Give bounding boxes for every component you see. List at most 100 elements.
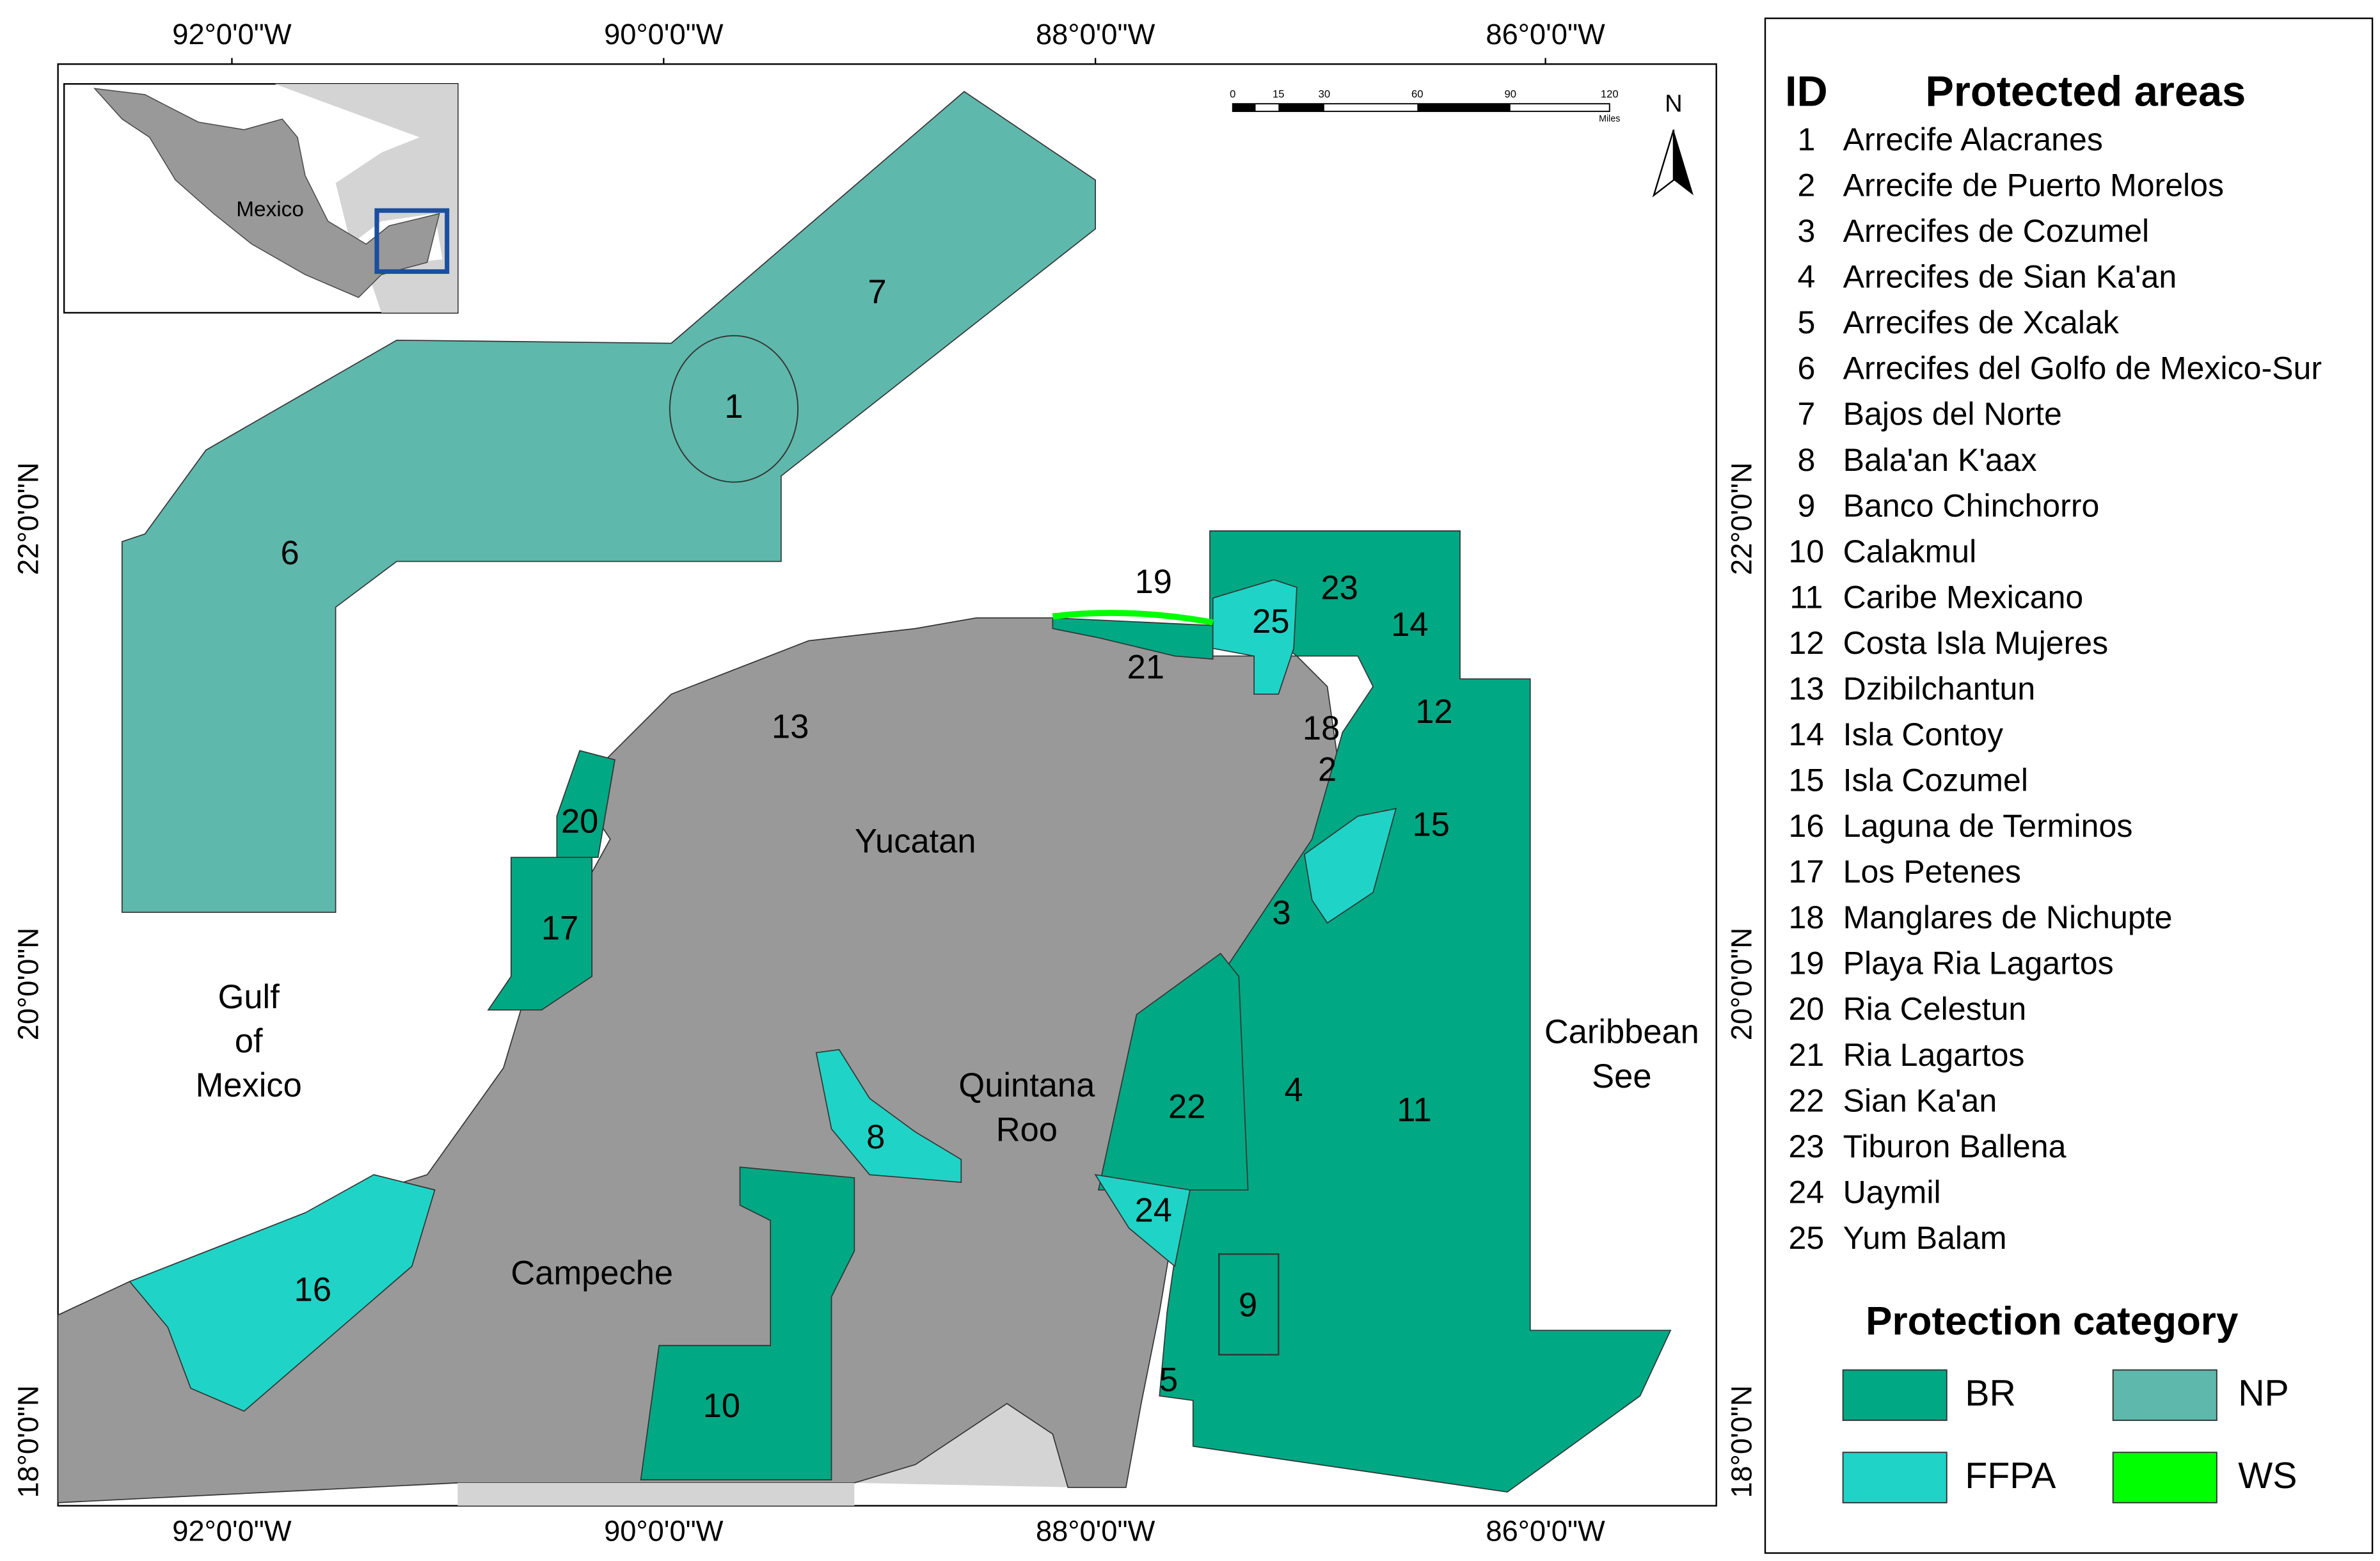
legend-name: Dzibilchantun xyxy=(1843,670,2036,706)
inset-extent-box xyxy=(374,208,450,274)
area-outline xyxy=(669,335,799,483)
br-area xyxy=(1097,953,1249,1191)
region-label: Mexico xyxy=(196,1067,302,1104)
lon-label: 92°0'0"W xyxy=(172,18,292,51)
np-area xyxy=(121,91,1096,913)
lat-label: 18°0'0"N xyxy=(12,1385,45,1498)
legend-id: 14 xyxy=(1789,717,1825,752)
neighbor-land xyxy=(457,1482,855,1506)
legend-id: 12 xyxy=(1789,625,1825,661)
legend-id: 24 xyxy=(1789,1174,1825,1210)
legend-id: 21 xyxy=(1789,1037,1825,1073)
legend-id: 5 xyxy=(1797,305,1815,340)
lon-label: 86°0'0"W xyxy=(1486,18,1605,51)
legend-id: 25 xyxy=(1789,1220,1825,1256)
ffpa-area xyxy=(1212,579,1297,695)
legend-name: Arrecifes de Sian Ka'an xyxy=(1843,259,2177,295)
legend-name: Bajos del Norte xyxy=(1843,396,2062,432)
map-shapes xyxy=(57,91,1672,1506)
lat-label: 20°0'0"N xyxy=(12,928,45,1040)
legend-id: 11 xyxy=(1789,579,1823,615)
area-label: 23 xyxy=(1321,570,1358,607)
region-label: Campeche xyxy=(511,1255,673,1292)
region-label: Quintana xyxy=(958,1067,1095,1104)
north-arrow-right xyxy=(1673,129,1694,196)
legend-id: 20 xyxy=(1789,991,1825,1027)
scale-tick-label: 60 xyxy=(1411,88,1424,100)
legend-name: Arrecifes de Cozumel xyxy=(1843,213,2150,249)
area-label: 20 xyxy=(561,804,598,841)
legend-id: 3 xyxy=(1797,213,1815,249)
legend-name: Arrecifes del Golfo de Mexico-Sur xyxy=(1843,351,2322,386)
legend-name: Manglares de Nichupte xyxy=(1843,899,2173,935)
legend-id: 19 xyxy=(1789,946,1825,981)
scale-bar-segment xyxy=(1232,104,1256,112)
area-label: 2 xyxy=(1318,752,1337,789)
ffpa-area xyxy=(815,1049,962,1184)
legend-id: 4 xyxy=(1797,259,1815,295)
legend-name: Isla Cozumel xyxy=(1843,763,2028,798)
area-label: 12 xyxy=(1415,693,1452,731)
area-label: 15 xyxy=(1413,806,1450,843)
legend-name: Isla Contoy xyxy=(1843,717,2003,752)
lon-label: 88°0'0"W xyxy=(1036,1515,1155,1548)
area-label: 4 xyxy=(1285,1072,1303,1109)
inset: Mexico xyxy=(63,83,459,314)
lat-label: 22°0'0"N xyxy=(1726,463,1758,575)
br-area xyxy=(1159,530,1672,1493)
legend-name: Banco Chinchorro xyxy=(1843,487,2100,523)
scale-bar-segment xyxy=(1278,104,1324,112)
legend-category: WS xyxy=(2238,1455,2297,1496)
area-label: 14 xyxy=(1391,606,1428,644)
scale-tick-label: 90 xyxy=(1504,88,1516,100)
area-label: 8 xyxy=(866,1119,885,1156)
area-label: 6 xyxy=(280,535,299,572)
legend-id: 23 xyxy=(1789,1129,1825,1164)
legend-name: Arrecife de Puerto Morelos xyxy=(1843,168,2224,203)
legend-swatch xyxy=(2112,1369,2217,1422)
legend-id: 22 xyxy=(1789,1082,1825,1118)
lon-label: 90°0'0"W xyxy=(604,18,724,51)
legend-id: 1 xyxy=(1797,122,1815,157)
legend-id: 10 xyxy=(1789,534,1825,569)
legend-name: Laguna de Terminos xyxy=(1843,808,2133,844)
area-label: 22 xyxy=(1168,1089,1205,1126)
region-label: See xyxy=(1592,1058,1651,1095)
area-label: 11 xyxy=(1397,1091,1431,1129)
legend-id: 13 xyxy=(1789,670,1825,706)
area-label: 21 xyxy=(1127,649,1164,686)
legend-name: Yum Balam xyxy=(1843,1220,2007,1256)
legend-name: Uaymil xyxy=(1843,1174,1941,1210)
legend-id: 6 xyxy=(1797,351,1815,386)
inset-mexico xyxy=(93,88,440,298)
legend-id: 17 xyxy=(1789,854,1825,890)
area-label: 24 xyxy=(1135,1193,1172,1230)
legend-id: 18 xyxy=(1789,899,1825,935)
legend-id-header: ID xyxy=(1785,68,1828,116)
lon-label: 92°0'0"W xyxy=(172,1515,292,1548)
area-label: 17 xyxy=(541,910,578,947)
scale-tick-label: 120 xyxy=(1601,88,1619,100)
legend-category: NP xyxy=(2238,1373,2289,1414)
legend-category: BR xyxy=(1965,1373,2016,1414)
legend-name: Los Petenes xyxy=(1843,854,2021,890)
area-label: 10 xyxy=(703,1388,740,1425)
scale-tick-label: 30 xyxy=(1319,88,1331,100)
area-label: 5 xyxy=(1159,1361,1178,1399)
legend-swatch xyxy=(1842,1369,1948,1422)
area-label: 7 xyxy=(868,274,887,311)
area-label: 9 xyxy=(1239,1287,1257,1324)
legend-name: Caribe Mexicano xyxy=(1843,579,2084,615)
scale-bar-segment xyxy=(1417,104,1511,112)
legend-swatch xyxy=(1842,1452,1948,1503)
area-label: 3 xyxy=(1272,895,1290,932)
area-label: 19 xyxy=(1135,564,1172,601)
inset-land xyxy=(274,84,458,313)
legend-id: 8 xyxy=(1797,442,1815,478)
lon-label: 88°0'0"W xyxy=(1036,18,1155,51)
region-label: Gulf xyxy=(218,979,280,1016)
legend-name: Tiburon Ballena xyxy=(1843,1129,2067,1164)
lon-label: 86°0'0"W xyxy=(1486,1515,1605,1548)
lon-label: 90°0'0"W xyxy=(604,1515,724,1548)
